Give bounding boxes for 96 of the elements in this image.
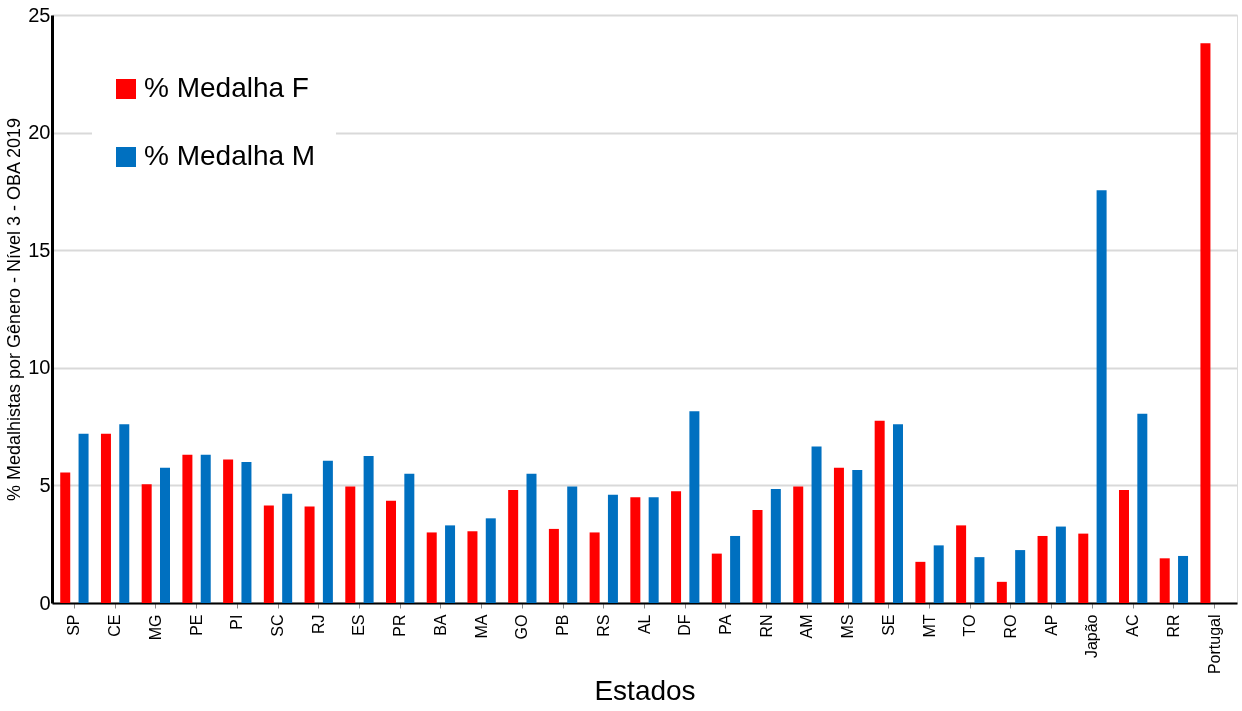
bar bbox=[100, 433, 111, 603]
x-tick-label: GO bbox=[513, 614, 531, 640]
bar bbox=[671, 491, 682, 603]
bar bbox=[1200, 43, 1211, 603]
bar bbox=[793, 486, 804, 603]
bar bbox=[304, 506, 315, 603]
x-tick-label: RJ bbox=[309, 614, 327, 635]
bar bbox=[182, 454, 193, 603]
y-tick-label: 10 bbox=[28, 356, 51, 379]
bar bbox=[752, 510, 763, 603]
bar bbox=[160, 467, 170, 603]
y-tick-label: 0 bbox=[39, 591, 51, 614]
x-tick-label: AP bbox=[1042, 614, 1060, 636]
bar bbox=[119, 424, 130, 603]
x-tick-label: RS bbox=[594, 614, 612, 637]
x-tick-label: TO bbox=[961, 614, 979, 637]
bar bbox=[974, 557, 985, 603]
bar bbox=[404, 473, 415, 603]
bar bbox=[711, 553, 722, 603]
x-tick-label: AM bbox=[798, 614, 816, 639]
bar bbox=[282, 493, 293, 603]
bar bbox=[263, 505, 274, 603]
bar bbox=[730, 535, 741, 603]
x-tick-label: SP bbox=[65, 614, 83, 636]
bar bbox=[1119, 490, 1129, 603]
x-tick-label: PA bbox=[716, 614, 734, 635]
x-tick-label: PR bbox=[391, 614, 409, 637]
x-tick-label: PB bbox=[554, 614, 572, 636]
y-tick-label: 20 bbox=[28, 121, 51, 144]
x-tick-label: MG bbox=[146, 614, 164, 641]
bar bbox=[567, 486, 578, 603]
bar bbox=[811, 446, 822, 603]
bar bbox=[1178, 555, 1189, 603]
bar bbox=[996, 581, 1007, 603]
bar bbox=[322, 460, 333, 603]
x-tick-label: RN bbox=[757, 614, 775, 638]
bar bbox=[852, 470, 863, 603]
x-tick-label: RO bbox=[1001, 614, 1019, 639]
bar bbox=[1015, 550, 1026, 603]
x-tick-label: MA bbox=[472, 614, 490, 639]
bar bbox=[648, 497, 659, 603]
x-tick-label: RR bbox=[1164, 614, 1182, 638]
bar bbox=[386, 500, 397, 603]
bar bbox=[1055, 526, 1066, 603]
x-tick-label: PE bbox=[187, 614, 205, 636]
y-tick-label: 5 bbox=[39, 473, 51, 496]
bar bbox=[915, 561, 926, 603]
bar bbox=[833, 467, 844, 603]
bar bbox=[467, 531, 478, 603]
y-tick-label: 15 bbox=[28, 238, 51, 261]
bar bbox=[485, 518, 496, 603]
bar bbox=[508, 490, 519, 603]
bar bbox=[363, 456, 374, 603]
legend-label: % Medalha M bbox=[144, 140, 316, 171]
bar bbox=[630, 497, 641, 603]
x-tick-label: Portugal bbox=[1205, 614, 1223, 675]
bar bbox=[78, 433, 89, 603]
bar bbox=[956, 525, 967, 603]
bar bbox=[1037, 535, 1048, 603]
x-tick-label: SC bbox=[269, 614, 287, 637]
x-tick-label: CE bbox=[106, 614, 124, 637]
x-tick-label: DF bbox=[676, 614, 694, 636]
bar bbox=[892, 424, 903, 603]
y-tick-label: 25 bbox=[28, 3, 51, 26]
x-tick-label: Japão bbox=[1083, 614, 1101, 659]
bar bbox=[241, 461, 252, 603]
bar bbox=[141, 484, 152, 603]
bar bbox=[345, 486, 356, 603]
bar bbox=[526, 473, 537, 603]
x-tick-label: ES bbox=[350, 614, 368, 636]
bar bbox=[426, 532, 437, 603]
legend-label: % Medalha F bbox=[144, 72, 309, 103]
x-axis-title: Estados bbox=[594, 675, 696, 707]
bar bbox=[607, 494, 618, 603]
bar bbox=[933, 545, 944, 603]
bar bbox=[223, 459, 234, 603]
bar bbox=[1096, 190, 1107, 603]
bar bbox=[60, 472, 71, 603]
bar bbox=[770, 488, 781, 603]
x-tick-label: AC bbox=[1124, 614, 1142, 637]
x-tick-label: SE bbox=[879, 614, 897, 636]
bar bbox=[689, 411, 700, 603]
bar bbox=[874, 420, 885, 603]
bar bbox=[548, 528, 559, 603]
bar bbox=[1159, 558, 1170, 603]
y-axis-title: % Medalhistas por Gênero - Nível 3 - OBA 2019 bbox=[4, 117, 25, 502]
x-tick-label: PI bbox=[228, 614, 246, 630]
bar bbox=[589, 532, 600, 603]
x-tick-label: BA bbox=[431, 614, 449, 636]
bar bbox=[1078, 533, 1089, 603]
x-tick-label: MS bbox=[839, 614, 857, 639]
bar bbox=[445, 525, 456, 603]
x-tick-label: MT bbox=[920, 614, 938, 638]
x-tick-label: AL bbox=[635, 614, 653, 635]
bar bbox=[200, 454, 211, 603]
bar bbox=[1137, 413, 1148, 603]
